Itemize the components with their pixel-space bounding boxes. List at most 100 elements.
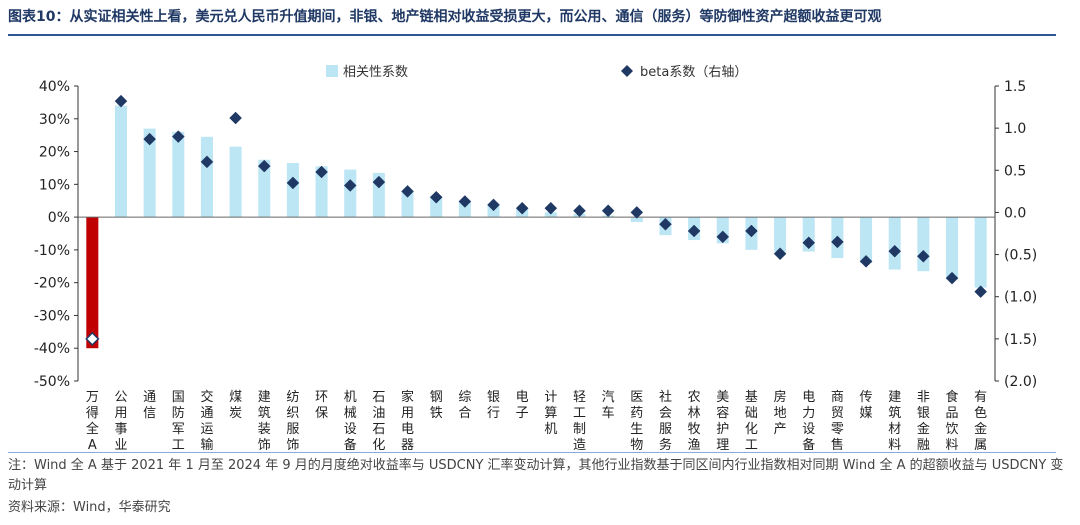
bar-食品饮料	[945, 217, 959, 280]
beta-marker-非银金融	[917, 249, 930, 263]
bar-计算机	[544, 212, 557, 218]
beta-marker-建筑装饰	[257, 159, 271, 173]
bar-series	[86, 105, 987, 349]
beta-marker-石油石化	[372, 175, 386, 189]
category-label: 传媒	[860, 390, 873, 421]
category-label: 机械设备	[344, 390, 357, 450]
beta-marker-医药生物	[630, 206, 644, 219]
bar-环保	[315, 166, 328, 218]
bar-建筑材料	[888, 217, 901, 270]
category-label: 建筑装饰	[258, 390, 271, 450]
category-label: 电力设备	[802, 390, 815, 450]
left-tick-label: -20%	[34, 276, 70, 292]
category-label: 综合	[458, 390, 471, 421]
category-label: 汽车	[602, 390, 615, 421]
left-tick-label: -10%	[34, 243, 70, 259]
beta-marker-基础化工	[745, 224, 758, 238]
beta-marker-交通运输	[200, 155, 214, 169]
right-tick-label: (1.5)	[1004, 332, 1037, 348]
beta-marker-通信	[143, 132, 156, 146]
beta-marker-银行	[487, 198, 500, 212]
category-label: 煤炭	[229, 390, 242, 421]
category-label: 非银金融	[917, 390, 930, 450]
beta-marker-社会服务	[659, 217, 672, 231]
right-tick-label: 0.5	[1004, 163, 1026, 179]
category-label: 环保	[315, 390, 328, 421]
category-label: 电子	[516, 390, 529, 421]
bar-通信	[143, 128, 156, 218]
bar-有色金属	[974, 217, 987, 288]
left-tick-label: 30%	[39, 112, 70, 128]
beta-marker-建筑材料	[888, 244, 902, 258]
beta-marker-美容护理	[716, 230, 730, 244]
category-label: 纺织服饰	[286, 390, 299, 450]
footer-divider	[8, 452, 1056, 453]
category-label: 商贸零售	[831, 390, 844, 450]
bar-交通运输	[200, 136, 213, 218]
chart-source: 资料来源：Wind，华泰研究	[8, 500, 171, 515]
category-label: 石油石化	[372, 390, 385, 450]
beta-marker-有色金属	[974, 285, 988, 299]
right-tick-label: 1.5	[1004, 79, 1026, 95]
bar-万得全A	[86, 217, 99, 349]
bar-国防军工	[172, 131, 185, 218]
chart: 相关性系数 beta系数（右轴） 40% 30% 20% 10% 0% -10% -20% -…	[34, 65, 1037, 450]
category-label: 农林牧渔	[688, 390, 701, 450]
bar-非银金融	[917, 217, 930, 272]
bar-综合	[458, 200, 471, 218]
legend-marker-label: beta系数（右轴）	[640, 65, 747, 80]
beta-marker-万得全A	[85, 331, 100, 346]
right-tick-label: 1.0	[1004, 121, 1026, 137]
beta-marker-房地产	[773, 247, 787, 261]
left-tick-label: -40%	[34, 341, 70, 357]
chart-note: 注：Wind 全 A 基于 2021 年 1 月至 2024 年 9 月的月度绝…	[8, 458, 1064, 493]
legend-bar-swatch	[326, 65, 338, 77]
beta-marker-农林牧渔	[687, 224, 701, 238]
category-label: 计算机	[544, 390, 557, 437]
beta-marker-计算机	[544, 201, 558, 215]
category-label: 公用事业	[114, 390, 127, 450]
legend-bar-label: 相关性系数	[343, 65, 408, 80]
category-label: 基础化工	[745, 390, 758, 450]
legend: 相关性系数 beta系数（右轴）	[326, 65, 747, 80]
category-label: 家用电器	[401, 389, 414, 450]
beta-marker-轻工制造	[573, 204, 586, 218]
right-axis: 1.5 1.0 0.5 0.0 (0.5) (1.0) (1.5) (2.0)	[994, 79, 1037, 390]
bar-房地产	[774, 217, 787, 252]
bar-钢铁	[430, 195, 443, 218]
right-tick-label: (0.5)	[1004, 248, 1037, 264]
bar-银行	[487, 205, 500, 218]
beta-marker-家用电器	[401, 185, 414, 198]
beta-marker-环保	[315, 165, 328, 179]
left-tick-label: -50%	[34, 374, 70, 390]
title-divider	[8, 34, 1056, 36]
bar-纺织服饰	[286, 163, 299, 218]
beta-marker-汽车	[601, 204, 615, 218]
category-label: 轻工制造	[573, 390, 586, 450]
category-label: 有色金属	[974, 390, 987, 450]
right-tick-label: 0.0	[1004, 205, 1026, 221]
beta-marker-食品饮料	[945, 271, 959, 285]
category-label: 银行	[487, 390, 500, 421]
legend-diamond-marker	[621, 65, 633, 77]
bar-机械设备	[344, 169, 357, 218]
category-label: 交通运输	[200, 389, 213, 450]
beta-marker-综合	[458, 195, 472, 208]
left-axis: 40% 30% 20% 10% 0% -10% -20% -30% -40% -50%	[34, 79, 79, 390]
category-label: 食品饮料	[946, 389, 959, 450]
beta-marker-机械设备	[343, 179, 357, 192]
beta-marker-国防军工	[171, 130, 185, 143]
beta-marker-纺织服饰	[286, 176, 300, 190]
left-tick-label: 0%	[48, 210, 70, 226]
bar-传媒	[860, 217, 873, 263]
category-label: 社会服务	[659, 389, 672, 450]
right-tick-label: (2.0)	[1004, 374, 1037, 390]
bar-公用事业	[114, 105, 128, 218]
beta-series	[85, 94, 988, 346]
beta-marker-传媒	[859, 254, 873, 268]
bar-医药生物	[630, 217, 643, 223]
category-label: 建筑材料	[888, 390, 901, 450]
beta-marker-商贸零售	[831, 235, 844, 249]
category-label: 美容护理	[716, 390, 729, 450]
category-labels: 万得全 A 公用事业 通信 国防军工 交通运输 煤炭 建筑装饰 纺织服饰 环保 机械设备 石油石化 家用…	[86, 389, 987, 450]
